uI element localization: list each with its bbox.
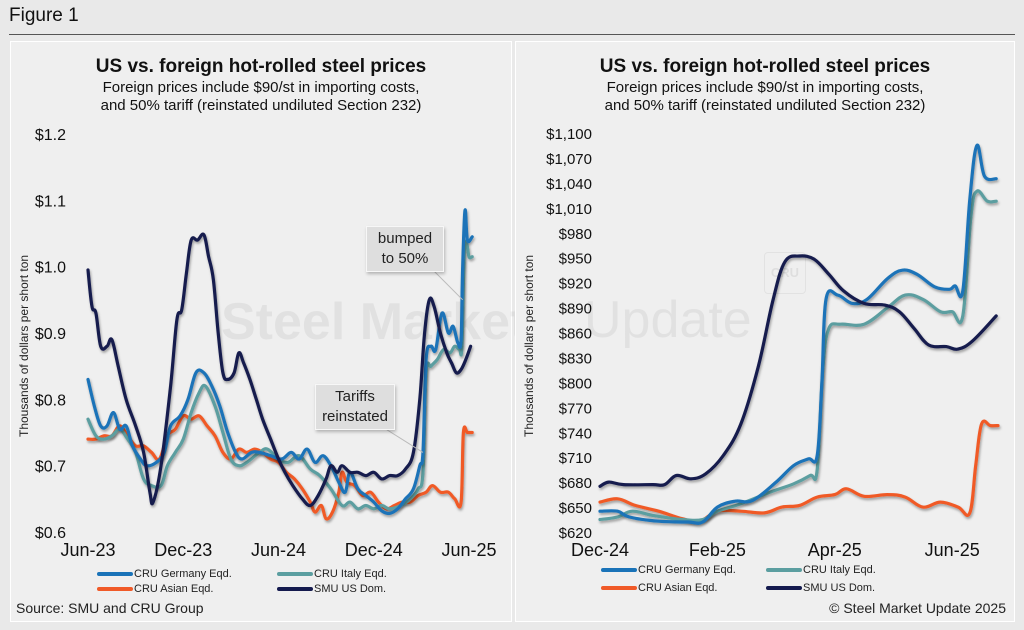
legend-swatch bbox=[601, 568, 637, 572]
legend-label: CRU Asian Eqd. bbox=[638, 582, 718, 594]
x-tick-label: Apr-25 bbox=[808, 540, 862, 560]
legend-label: SMU US Dom. bbox=[314, 583, 387, 595]
series-line-us bbox=[598, 254, 998, 488]
callout-line-1: Tariffs bbox=[335, 388, 375, 405]
legend-label: CRU Asian Eqd. bbox=[134, 583, 214, 595]
callout-line-2: to 50% bbox=[381, 250, 429, 267]
y-tick-label: $620 bbox=[559, 525, 592, 542]
chart-subtitle-line-2: and 50% tariff (reinstated undiluted Sec… bbox=[100, 97, 422, 114]
y-tick-label: $680 bbox=[559, 475, 592, 492]
y-tick-label: $1.1 bbox=[35, 193, 66, 210]
y-tick-label: $0.9 bbox=[35, 326, 66, 343]
legend-item-asian: CRU Asian Eqd. bbox=[601, 582, 717, 594]
x-tick-label: Feb-25 bbox=[689, 540, 746, 560]
series-line-germany bbox=[86, 208, 474, 516]
legend-item-italy: CRU Italy Eqd. bbox=[277, 568, 387, 580]
y-tick-label: $920 bbox=[559, 276, 592, 293]
series-line-asian bbox=[598, 419, 1000, 524]
y-tick-label: $0.7 bbox=[35, 459, 66, 476]
callout-line-2: reinstated bbox=[322, 408, 388, 425]
x-tick-label: Jun-25 bbox=[925, 540, 980, 560]
chart-subtitle-line-1: Foreign prices include $90/st in importi… bbox=[102, 79, 420, 96]
y-tick-label: $830 bbox=[559, 350, 592, 367]
y-tick-label: $710 bbox=[559, 450, 592, 467]
series-line-germany bbox=[598, 143, 998, 525]
chart-subtitle-line-1: Foreign prices include $90/st in importi… bbox=[606, 79, 924, 96]
x-tick-label: Jun-25 bbox=[441, 540, 496, 560]
right-plot: $620 $650 $680 $710 $740 $770 $800 $830 $860 $890… bbox=[546, 126, 1000, 560]
copyright-note: © Steel Market Update 2025 bbox=[829, 600, 1006, 616]
series-line-italy bbox=[598, 189, 998, 522]
figure-divider bbox=[9, 34, 1015, 35]
legend-swatch bbox=[97, 572, 133, 576]
y-tick-label: $890 bbox=[559, 301, 592, 318]
legend-label: SMU US Dom. bbox=[803, 582, 876, 594]
y-tick-label: $1,010 bbox=[546, 201, 592, 218]
callout-leader-line bbox=[380, 425, 424, 453]
y-tick-label: $1,070 bbox=[546, 151, 592, 168]
legend-swatch bbox=[766, 568, 802, 572]
x-tick-label: Jun-23 bbox=[60, 540, 115, 560]
y-tick-label: $860 bbox=[559, 326, 592, 343]
legend-item-germany: CRU Germany Eqd. bbox=[601, 564, 736, 576]
y-tick-label: $1.2 bbox=[35, 127, 66, 144]
y-tick-label: $1,040 bbox=[546, 176, 592, 193]
legend-label: CRU Germany Eqd. bbox=[638, 564, 736, 576]
series-line-us bbox=[86, 232, 473, 508]
legend-item-asian: CRU Asian Eqd. bbox=[97, 583, 213, 595]
legend-item-germany: CRU Germany Eqd. bbox=[97, 568, 232, 580]
left-chart-panel: Steel Market Update US vs. foreign hot-r… bbox=[10, 41, 718, 622]
right-chart-panel: Update CRU US vs. foreign hot-rolled ste… bbox=[515, 41, 1015, 622]
callout-line-1: bumped bbox=[377, 230, 433, 247]
y-tick-label: $1,100 bbox=[546, 126, 592, 143]
legend-label: CRU Italy Eqd. bbox=[803, 564, 876, 576]
legend-item-us: SMU US Dom. bbox=[277, 583, 386, 595]
legend-label: CRU Germany Eqd. bbox=[134, 568, 232, 580]
y-tick-label: $1.0 bbox=[35, 260, 66, 277]
source-note: Source: SMU and CRU Group bbox=[16, 600, 204, 616]
chart-subtitle-line-2: and 50% tariff (reinstated undiluted Sec… bbox=[604, 97, 926, 114]
x-tick-label: Jun-24 bbox=[251, 540, 306, 560]
legend-swatch bbox=[766, 586, 802, 590]
legend-item-italy: CRU Italy Eqd. bbox=[766, 564, 876, 576]
y-tick-label: $980 bbox=[559, 226, 592, 243]
chart-title: US vs. foreign hot-rolled steel prices bbox=[95, 56, 427, 77]
x-tick-label: Dec-24 bbox=[571, 540, 629, 560]
figure-label: Figure 1 bbox=[9, 5, 79, 26]
chart-title: US vs. foreign hot-rolled steel prices bbox=[599, 56, 931, 77]
y-tick-label: $0.8 bbox=[35, 392, 66, 409]
y-tick-label: $770 bbox=[559, 400, 592, 417]
legend-label: CRU Italy Eqd. bbox=[314, 568, 387, 580]
callout-tariffs-reinstated: Tariffs reinstated bbox=[315, 384, 395, 430]
legend-item-us: SMU US Dom. bbox=[766, 582, 875, 594]
callout-bumped-to-50: bumped to 50% bbox=[366, 226, 444, 272]
y-tick-label: $650 bbox=[559, 500, 592, 517]
y-tick-label: $950 bbox=[559, 251, 592, 268]
legend-swatch bbox=[277, 587, 313, 591]
y-tick-label: $740 bbox=[559, 425, 592, 442]
x-tick-label: Dec-23 bbox=[154, 540, 212, 560]
legend-swatch bbox=[601, 586, 637, 590]
y-tick-label: $800 bbox=[559, 375, 592, 392]
legend-swatch bbox=[277, 572, 313, 576]
left-plot: $0.6 $0.7 $0.8 $0.9 $1.0 $1.1 $1.2 Jun-23 Dec-23… bbox=[35, 127, 497, 560]
legend-swatch bbox=[97, 587, 133, 591]
callout-leader-line bbox=[430, 267, 464, 301]
watermark-text: Update bbox=[584, 291, 752, 349]
x-tick-label: Dec-24 bbox=[345, 540, 403, 560]
y-tick-label: $0.6 bbox=[35, 525, 66, 542]
